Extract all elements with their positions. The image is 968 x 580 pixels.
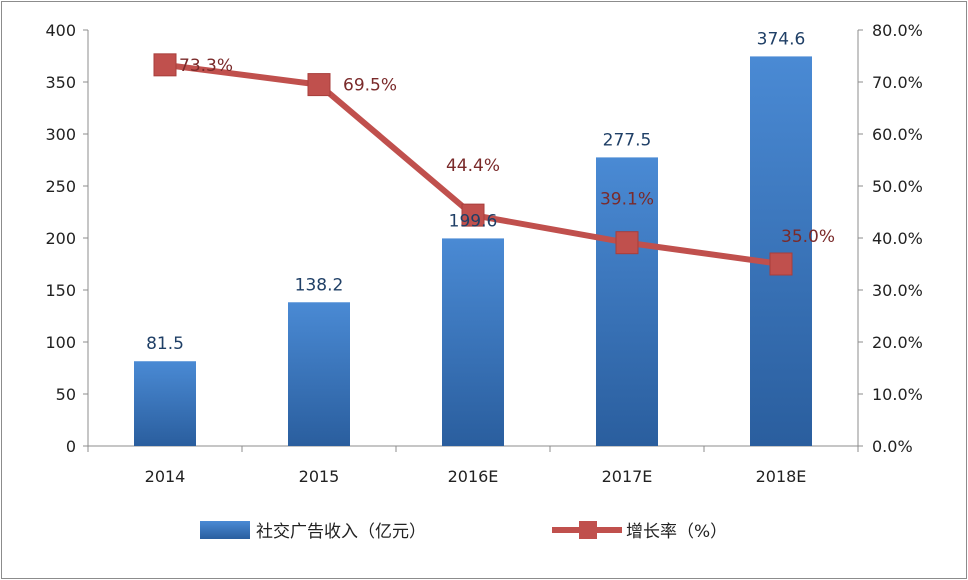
legend-bar-label: 社交广告收入（亿元） — [256, 522, 426, 542]
legend-line-label: 增长率（%） — [626, 522, 727, 542]
data-labels: 81.5 138.2 199.6 277.5 374.6 73.3% 69.5% 44.4% 3… — [146, 29, 835, 354]
y-left-tick-label: 350 — [45, 73, 76, 92]
bar-2015 — [288, 302, 350, 446]
y-right-tick-label: 40.0% — [872, 229, 923, 248]
line-marker-2017E — [615, 231, 639, 255]
line-marker-2015 — [307, 73, 331, 97]
bar-value-label: 81.5 — [146, 334, 184, 354]
bar-2016E — [442, 238, 504, 446]
line-value-label: 73.3% — [179, 56, 233, 76]
line-marker-2018E — [769, 252, 793, 276]
y-left-tick-label: 400 — [45, 21, 76, 40]
y-left-tick-label: 250 — [45, 177, 76, 196]
bar-value-label: 199.6 — [449, 211, 498, 231]
y-left-tick-label: 200 — [45, 229, 76, 248]
bar-value-label: 138.2 — [295, 275, 344, 295]
line-marker-2014 — [153, 53, 177, 77]
y-left-tick-label: 0 — [66, 437, 76, 456]
y-right-tick-label: 0.0% — [872, 437, 913, 456]
y-right-tick-label: 70.0% — [872, 73, 923, 92]
line-value-label: 44.4% — [446, 156, 500, 176]
x-tick-label: 2018E — [756, 467, 807, 486]
bar-2014 — [134, 361, 196, 446]
y-right-tick-label: 60.0% — [872, 125, 923, 144]
legend-bar-swatch — [200, 521, 250, 539]
bar-value-label: 374.6 — [757, 29, 806, 49]
line-series — [153, 53, 793, 276]
y-right-tick-label: 30.0% — [872, 281, 923, 300]
x-tick-label: 2014 — [145, 467, 186, 486]
y-left-tick-label: 300 — [45, 125, 76, 144]
x-tick-label: 2015 — [299, 467, 340, 486]
line-marker-2016E — [461, 203, 485, 227]
legend: 社交广告收入（亿元） 增长率（%） — [200, 521, 727, 542]
axes: 0 50 100 150 200 250 300 350 400 0.0% 10.0% 20.0% 30… — [45, 21, 922, 486]
x-tick-label: 2017E — [602, 467, 653, 486]
line-value-label: 39.1% — [600, 190, 654, 210]
y-right-tick-label: 10.0% — [872, 385, 923, 404]
x-tick-label: 2016E — [448, 467, 499, 486]
bar-2017E — [596, 157, 658, 446]
bar-2018E — [750, 56, 812, 446]
y-left-tick-label: 150 — [45, 281, 76, 300]
y-left-tick-label: 100 — [45, 333, 76, 352]
y-right-tick-label: 50.0% — [872, 177, 923, 196]
line-value-label: 69.5% — [343, 76, 397, 96]
y-right-tick-label: 80.0% — [872, 21, 923, 40]
bar-series — [134, 56, 812, 446]
line-value-label: 35.0% — [781, 227, 835, 247]
legend-line-marker — [579, 521, 597, 539]
bar-value-label: 277.5 — [603, 130, 652, 150]
y-right-tick-label: 20.0% — [872, 333, 923, 352]
y-left-tick-label: 50 — [56, 385, 76, 404]
